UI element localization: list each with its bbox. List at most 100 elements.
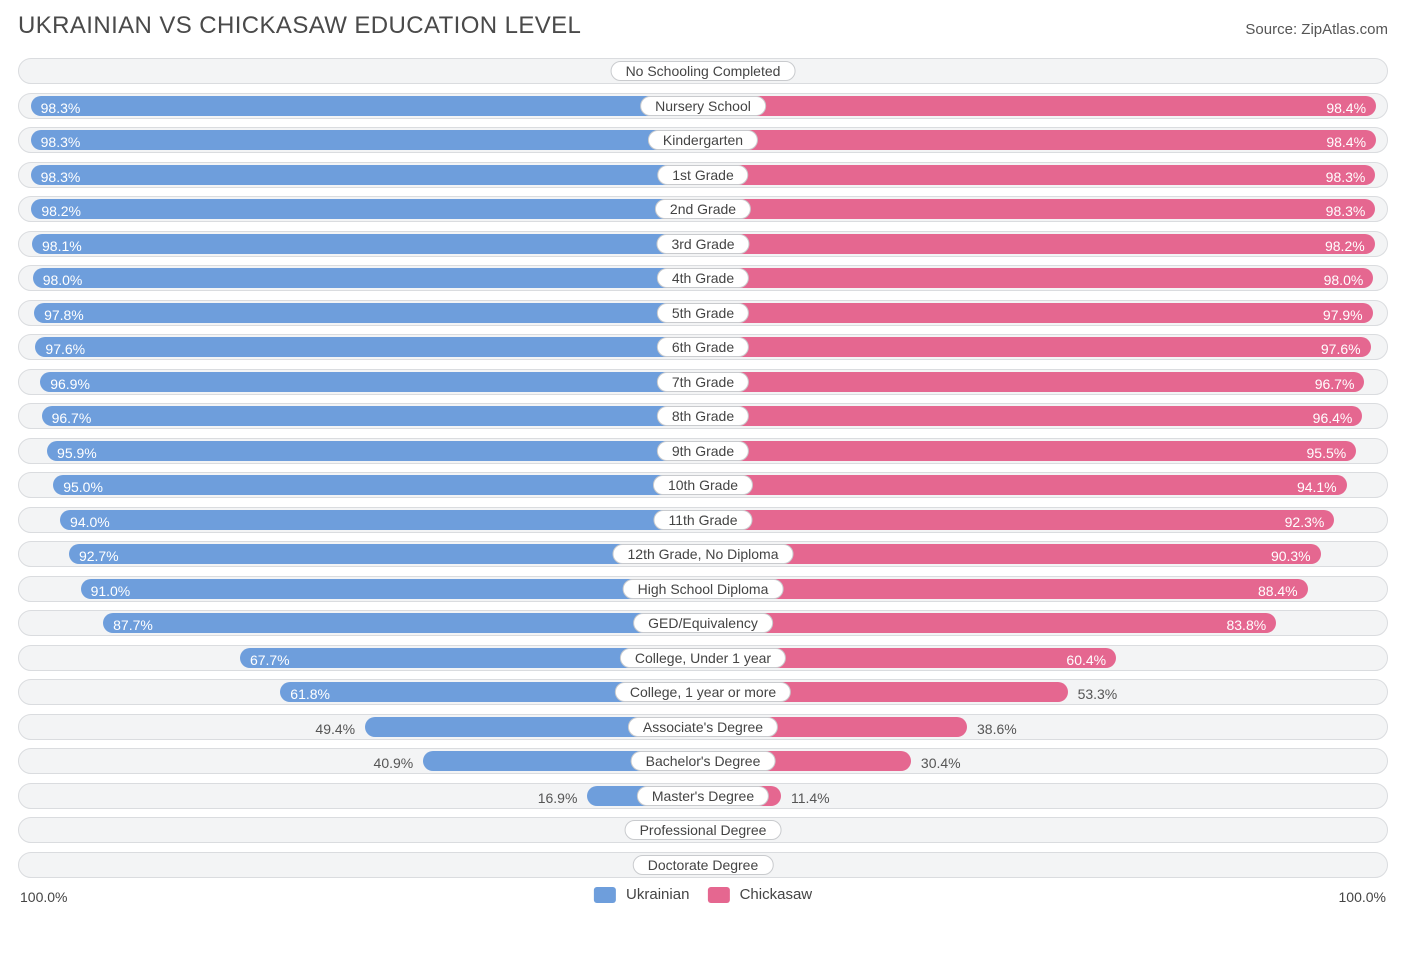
axis-max-right: 100.0% (1339, 889, 1386, 905)
category-label: 10th Grade (653, 475, 753, 495)
source-site: ZipAtlas.com (1301, 21, 1388, 38)
value-left: 16.9% (528, 786, 588, 810)
category-label: 6th Grade (657, 337, 749, 357)
value-left: 98.0% (33, 268, 93, 292)
value-right: 92.3% (1275, 510, 1335, 534)
value-left: 97.8% (34, 303, 94, 327)
bar-right: 88.4% (703, 579, 1308, 599)
category-label: Professional Degree (625, 820, 782, 840)
diverging-bar-chart: 1.8%1.7%No Schooling Completed98.3%98.4%… (18, 58, 1388, 878)
category-label: 4th Grade (657, 268, 749, 288)
chart-row: 87.7%83.8%GED/Equivalency (18, 610, 1388, 636)
chart-row: 2.1%1.5%Doctorate Degree (18, 852, 1388, 878)
bar-left: 95.9% (47, 441, 703, 461)
bar-right: 83.8% (703, 613, 1276, 633)
category-label: 12th Grade, No Diploma (613, 544, 794, 564)
chart-row: 5.1%3.4%Professional Degree (18, 817, 1388, 843)
bar-left: 94.0% (60, 510, 703, 530)
chart-row: 96.9%96.7%7th Grade (18, 369, 1388, 395)
bar-right: 95.5% (703, 441, 1356, 461)
chart-row: 1.8%1.7%No Schooling Completed (18, 58, 1388, 84)
bar-left: 96.7% (42, 406, 703, 426)
chart-title: UKRAINIAN VS CHICKASAW EDUCATION LEVEL (18, 12, 581, 40)
value-right: 98.3% (1316, 165, 1376, 189)
chart-row: 97.6%97.6%6th Grade (18, 334, 1388, 360)
bar-left: 98.0% (33, 268, 703, 288)
chart-row: 16.9%11.4%Master's Degree (18, 783, 1388, 809)
chart-row: 67.7%60.4%College, Under 1 year (18, 645, 1388, 671)
chart-source: Source: ZipAtlas.com (1245, 21, 1388, 38)
category-label: 2nd Grade (655, 199, 751, 219)
value-left: 97.6% (35, 337, 95, 361)
chart-row: 96.7%96.4%8th Grade (18, 403, 1388, 429)
bar-right: 98.0% (703, 268, 1373, 288)
value-right: 30.4% (911, 751, 971, 775)
value-left: 98.2% (31, 199, 91, 223)
source-label: Source: (1245, 21, 1297, 38)
bar-left: 97.8% (34, 303, 703, 323)
bar-right: 96.7% (703, 372, 1364, 392)
legend-swatch-left (594, 887, 616, 903)
value-right: 53.3% (1068, 682, 1128, 706)
bar-left: 98.3% (31, 165, 703, 185)
value-left: 98.3% (31, 165, 91, 189)
value-right: 60.4% (1056, 648, 1116, 672)
bar-left: 98.2% (31, 199, 703, 219)
value-right: 11.4% (781, 786, 840, 810)
legend: Ukrainian Chickasaw (594, 886, 812, 903)
chart-row: 98.0%98.0%4th Grade (18, 265, 1388, 291)
category-label: No Schooling Completed (611, 61, 796, 81)
bar-right: 98.4% (703, 130, 1376, 150)
category-label: 7th Grade (657, 372, 749, 392)
value-left: 92.7% (69, 544, 129, 568)
value-left: 96.9% (40, 372, 100, 396)
value-left: 98.3% (31, 96, 91, 120)
chart-row: 91.0%88.4%High School Diploma (18, 576, 1388, 602)
value-right: 95.5% (1297, 441, 1357, 465)
legend-label-left: Ukrainian (626, 886, 689, 903)
bar-right: 97.9% (703, 303, 1373, 323)
axis-max-left: 100.0% (20, 889, 67, 905)
bar-left: 87.7% (103, 613, 703, 633)
chart-row: 98.3%98.4%Nursery School (18, 93, 1388, 119)
value-left: 61.8% (280, 682, 340, 706)
value-left: 98.1% (32, 234, 92, 258)
value-left: 40.9% (364, 751, 424, 775)
value-left: 98.3% (31, 130, 91, 154)
value-left: 49.4% (305, 717, 365, 741)
value-right: 98.3% (1316, 199, 1376, 223)
chart-row: 98.3%98.3%1st Grade (18, 162, 1388, 188)
chart-row: 94.0%92.3%11th Grade (18, 507, 1388, 533)
legend-swatch-right (707, 887, 729, 903)
value-left: 87.7% (103, 613, 163, 637)
chart-row: 40.9% 30.4% Bachelor's Degree (18, 748, 1388, 774)
legend-label-right: Chickasaw (740, 886, 813, 903)
bar-right: 98.4% (703, 96, 1376, 116)
value-right: 83.8% (1216, 613, 1276, 637)
value-left: 96.7% (42, 406, 102, 430)
bar-left: 98.3% (31, 130, 703, 150)
bar-right: 98.3% (703, 165, 1375, 185)
bar-right: 94.1% (703, 475, 1347, 495)
value-right: 38.6% (967, 717, 1027, 741)
value-right: 97.9% (1313, 303, 1373, 327)
value-right: 88.4% (1248, 579, 1308, 603)
value-right: 94.1% (1287, 475, 1347, 499)
category-label: Kindergarten (648, 130, 758, 150)
bar-left: 98.3% (31, 96, 703, 116)
chart-row: 98.2% 98.3% 2nd Grade (18, 196, 1388, 222)
category-label: Bachelor's Degree (631, 751, 776, 771)
chart-row: 49.4% 38.6% Associate's Degree (18, 714, 1388, 740)
category-label: Associate's Degree (628, 717, 778, 737)
chart-row: 95.0%94.1%10th Grade (18, 472, 1388, 498)
value-right: 90.3% (1261, 544, 1321, 568)
bar-left: 97.6% (35, 337, 703, 357)
bar-left: 96.9% (40, 372, 703, 392)
bar-right: 98.2% (703, 234, 1375, 254)
legend-item-left: Ukrainian (594, 886, 690, 903)
chart-row: 98.1%98.2%3rd Grade (18, 231, 1388, 257)
bar-right: 96.4% (703, 406, 1362, 426)
category-label: Nursery School (640, 96, 766, 116)
value-right: 96.4% (1303, 406, 1363, 430)
value-right: 98.4% (1316, 130, 1376, 154)
